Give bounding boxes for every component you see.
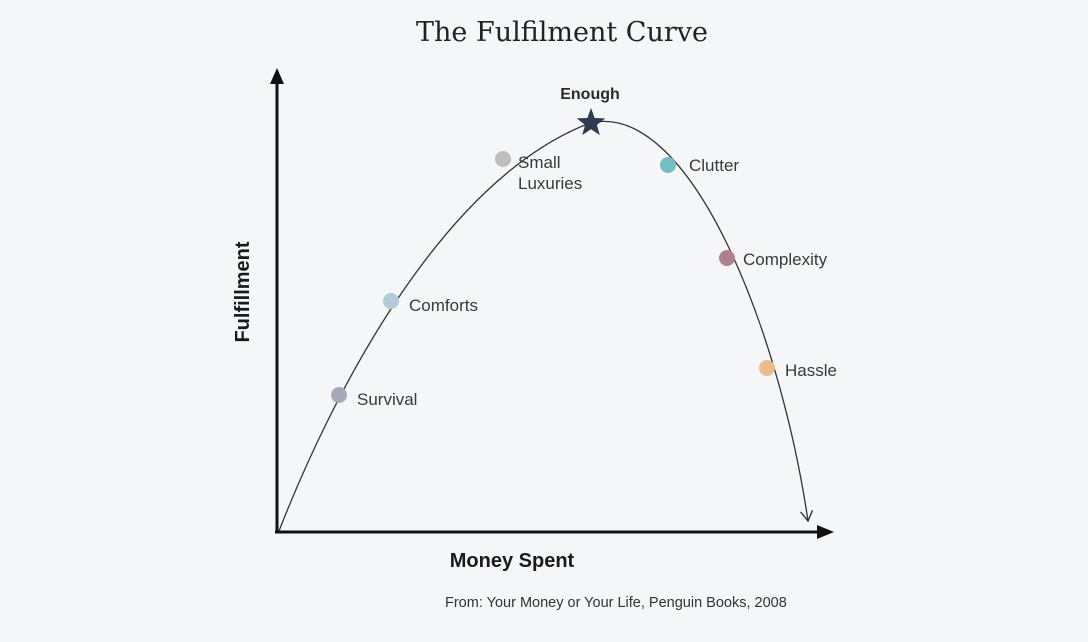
x-axis-label: Money Spent xyxy=(450,550,575,572)
peak-label: Enough xyxy=(560,86,620,103)
y-axis-label: Fulfillment xyxy=(232,241,254,342)
stage-dot-survival xyxy=(331,387,347,403)
peak-enough: Enough xyxy=(560,86,620,136)
y-axis-arrowhead xyxy=(270,68,284,84)
stage-dot-clutter xyxy=(660,157,676,173)
x-axis-arrowhead xyxy=(817,525,834,539)
stage-label-small-luxuries-line-2: Luxuries xyxy=(518,174,582,193)
stage-label-survival: Survival xyxy=(357,390,417,409)
stage-label-small-luxuries: Small Luxuries xyxy=(518,153,582,193)
stage-dot-comforts xyxy=(383,293,399,309)
source-citation: From: Your Money or Your Life, Penguin B… xyxy=(445,595,787,611)
stage-label-hassle: Hassle xyxy=(785,361,837,380)
stage-label-small-luxuries-line-1: Small xyxy=(518,153,561,172)
stage-points: Survival Comforts Small Luxuries Clutter… xyxy=(331,151,837,409)
stage-dot-small-luxuries xyxy=(495,151,511,167)
stage-label-complexity: Complexity xyxy=(743,250,828,269)
stage-dot-hassle xyxy=(759,360,775,376)
star-icon xyxy=(576,108,606,136)
axes xyxy=(270,68,834,539)
diagram-title: The Fulfilment Curve xyxy=(416,17,708,48)
stage-label-clutter: Clutter xyxy=(689,156,739,175)
stage-dot-complexity xyxy=(719,250,735,266)
stage-label-comforts: Comforts xyxy=(409,296,478,315)
